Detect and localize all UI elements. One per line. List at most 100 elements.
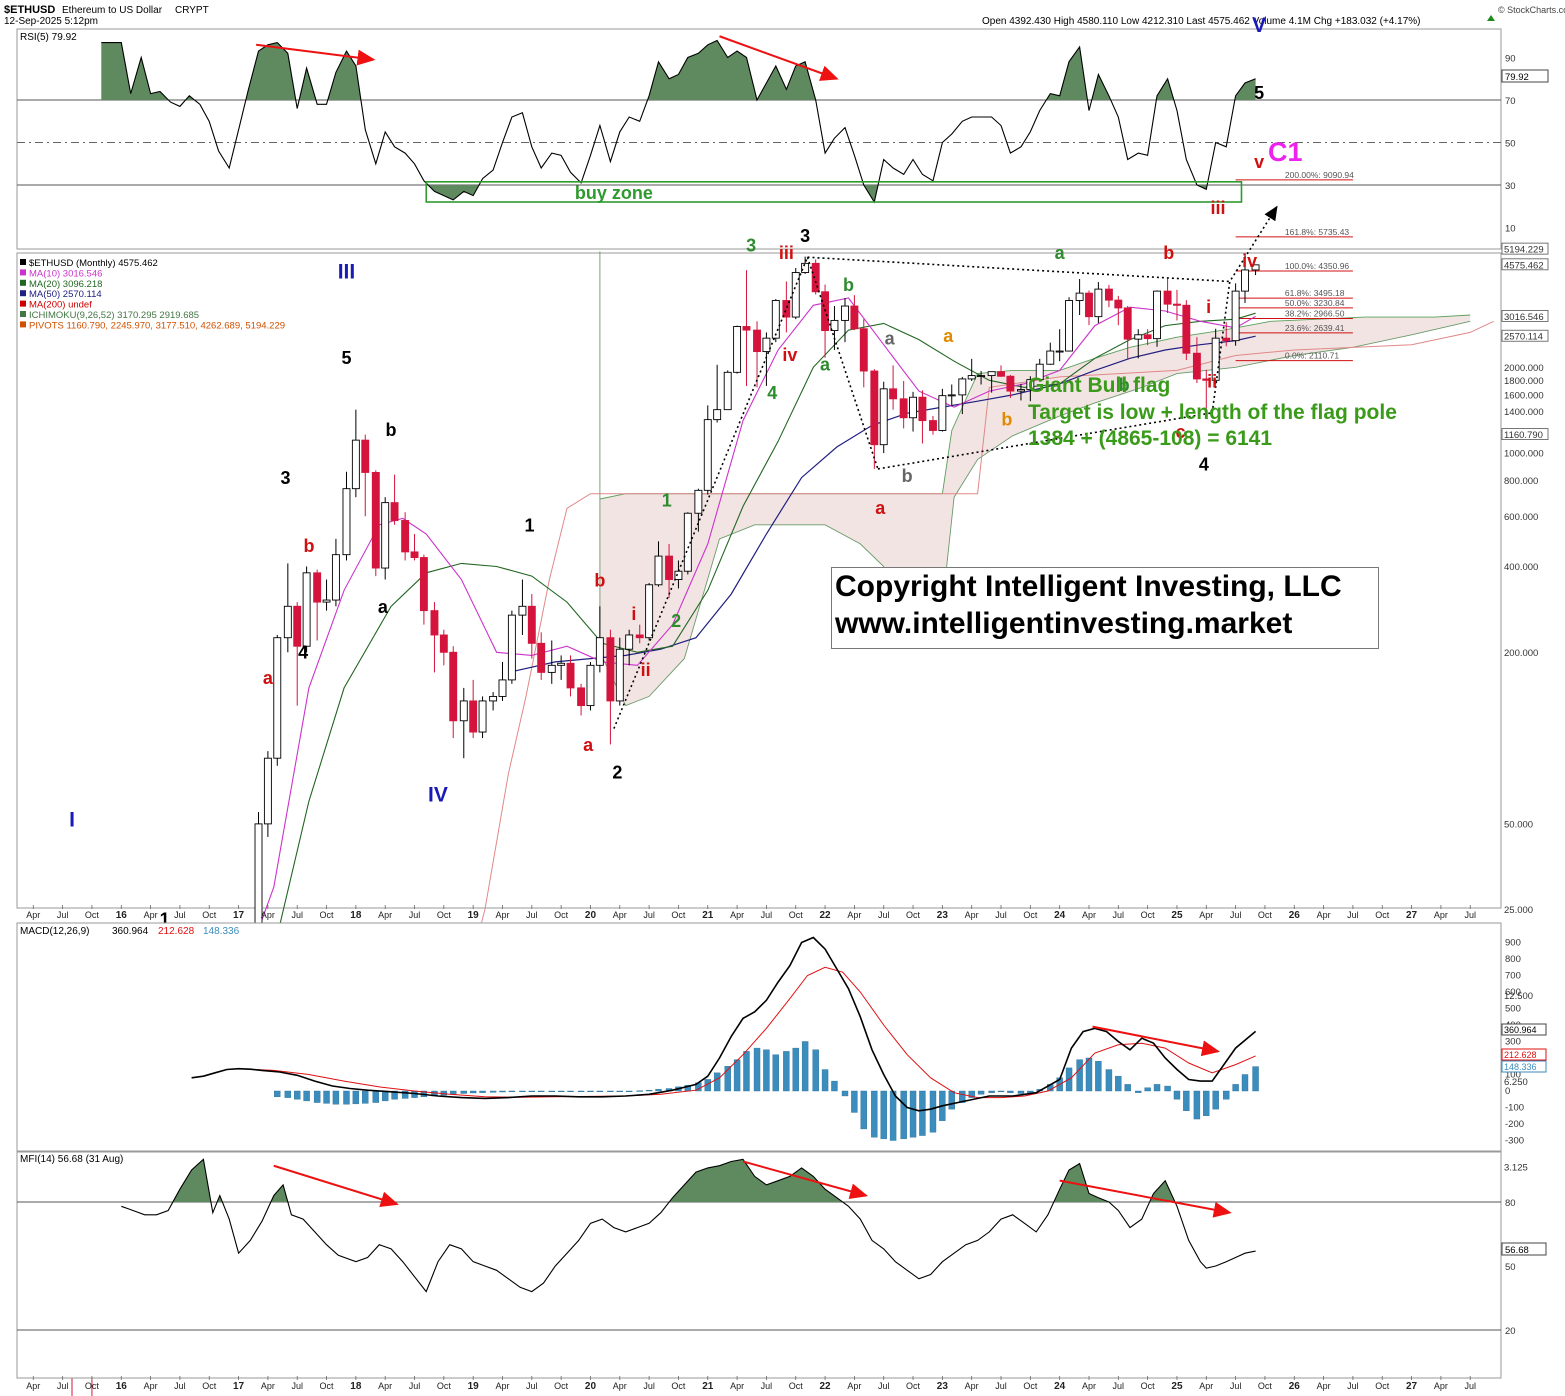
fib-label: 100.0%: 4350.96 — [1285, 261, 1350, 271]
macd-hist-bar — [1173, 1090, 1181, 1100]
x-tick-label: Oct — [202, 910, 217, 920]
macd-tick-label: 100 — [1505, 1070, 1521, 1081]
x-tick-label: Jul — [57, 1381, 69, 1391]
wave-label: b — [594, 571, 605, 591]
candle-body — [683, 512, 692, 572]
macd-hist-bar — [733, 1059, 741, 1092]
x-tick-label: Oct — [85, 1381, 100, 1391]
x-tick-label: Oct — [1141, 1381, 1156, 1391]
x-tick-label: Oct — [1258, 910, 1273, 920]
candle-body — [478, 700, 487, 733]
candle-body — [654, 555, 663, 586]
candle-body — [870, 370, 879, 446]
candle-body — [595, 637, 604, 666]
price-tick-box — [1501, 242, 1549, 255]
wave-label: I — [69, 808, 75, 831]
mfi-tick-label: 20 — [1505, 1326, 1516, 1337]
macd-hist-bar — [401, 1090, 409, 1099]
macd-hist-bar — [889, 1090, 897, 1141]
x-tick-label: Oct — [1258, 1381, 1273, 1391]
rsi-divergence-arrows — [256, 35, 839, 81]
macd-hist-bar — [841, 1090, 849, 1097]
wave-label: IV — [428, 783, 448, 806]
wave-label: 3 — [280, 468, 290, 488]
macd-hist-bar — [567, 1090, 574, 1093]
candle-body — [967, 375, 976, 380]
flag-channel-bottom — [877, 412, 1213, 470]
macd-signal-current: 212.628 — [1504, 1050, 1537, 1060]
wave-label: a — [943, 326, 954, 346]
wave-label: V — [1252, 14, 1266, 37]
candle-body — [645, 584, 654, 639]
macd-hist-current: 148.336 — [1504, 1062, 1537, 1072]
price-panel: 200.00%: 9090.94 161.8%: 5735.43 100.0%: 4… — [16, 14, 1549, 1396]
x-tick-label: 17 — [233, 1381, 245, 1392]
x-tick-label: Oct — [671, 910, 686, 920]
candle-body — [469, 700, 478, 733]
candle-body — [1094, 288, 1103, 318]
candle-body — [1085, 292, 1093, 318]
rsi-line — [101, 39, 1256, 204]
candle-body — [791, 272, 800, 318]
mfi-line — [121, 1158, 1256, 1293]
x-tick-label: Oct — [85, 910, 100, 920]
legend-swatch — [20, 259, 26, 265]
fib-levels: 200.00%: 9090.94 161.8%: 5735.43 100.0%: 4… — [1235, 170, 1354, 362]
macd-signal-box — [1501, 1048, 1547, 1061]
x-tick-label: Jul — [878, 1381, 890, 1391]
candle-body — [401, 520, 410, 553]
candle-body — [742, 326, 751, 331]
mfi-divergence-arrow — [273, 1164, 399, 1208]
candle-body — [419, 557, 428, 612]
price-tick-box — [1501, 428, 1549, 441]
macd-hist-bar — [900, 1090, 907, 1140]
legend-entry: MA(200) undef — [29, 300, 92, 311]
x-tick-label: 18 — [350, 1381, 362, 1392]
mfi-divergence-arrow — [1059, 1179, 1232, 1218]
x-tick-label: Apr — [495, 910, 509, 920]
macd-hist-bar — [783, 1051, 790, 1092]
rsi-overbought-fill — [101, 40, 1256, 100]
macd-hist-bar — [460, 1090, 467, 1094]
legend-entry: ICHIMOKU(9,26,52) 3170.295 2919.685 — [29, 310, 199, 321]
x-tick-label: Jul — [1113, 1381, 1125, 1391]
rsi-current-box — [1501, 69, 1549, 83]
mfi-current-value: 56.68 — [1505, 1245, 1529, 1256]
macd-hist-bar — [1232, 1084, 1239, 1092]
price-tick-label: 800.000 — [1504, 476, 1538, 487]
x-tick-label: Jul — [995, 1381, 1007, 1391]
macd-hist-bar — [1144, 1087, 1151, 1092]
candle-body — [293, 605, 302, 647]
x-tick-label: Oct — [437, 910, 452, 920]
fib-label: 0.0%: 2110.71 — [1285, 351, 1339, 361]
wave-label: ii — [1207, 371, 1217, 391]
mfi-tick-label: 80 — [1505, 1198, 1516, 1209]
rsi-tick-label: 30 — [1505, 181, 1516, 192]
candle-body — [615, 648, 624, 702]
x-tick-label: Apr — [1199, 1381, 1213, 1391]
candle-body — [498, 679, 507, 697]
rsi-divergence-arrow — [719, 35, 839, 81]
price-tick-label: 2000.000 — [1504, 363, 1544, 374]
x-tick-label: Jul — [878, 910, 890, 920]
wave-label: c — [1175, 422, 1185, 442]
x-tick-label: Jul — [1464, 910, 1476, 920]
candle-body — [771, 300, 780, 339]
x-tick-label: 27 — [1406, 1381, 1418, 1392]
macd-hist-bar — [880, 1090, 887, 1140]
macd-hist-bar — [1076, 1059, 1083, 1092]
x-tick-label: Jul — [409, 1381, 421, 1391]
x-tick-label: Apr — [1317, 1381, 1331, 1391]
copyright-url: www.intelligentinvesting.market — [835, 607, 1293, 640]
macd-hist-bar — [1027, 1090, 1034, 1093]
price-tick-label: 50.000 — [1504, 819, 1533, 830]
macd-axis: 9008007006005004003002001000-100-200-300 — [1505, 938, 1524, 1147]
x-tick-label: 16 — [116, 910, 128, 921]
macd-hist-value: 148.336 — [203, 926, 240, 937]
macd-hist-bar — [1241, 1074, 1249, 1092]
macd-hist-bar — [548, 1090, 555, 1093]
candle-body — [361, 439, 370, 473]
candle-body — [850, 305, 859, 330]
candle-body — [762, 337, 771, 353]
